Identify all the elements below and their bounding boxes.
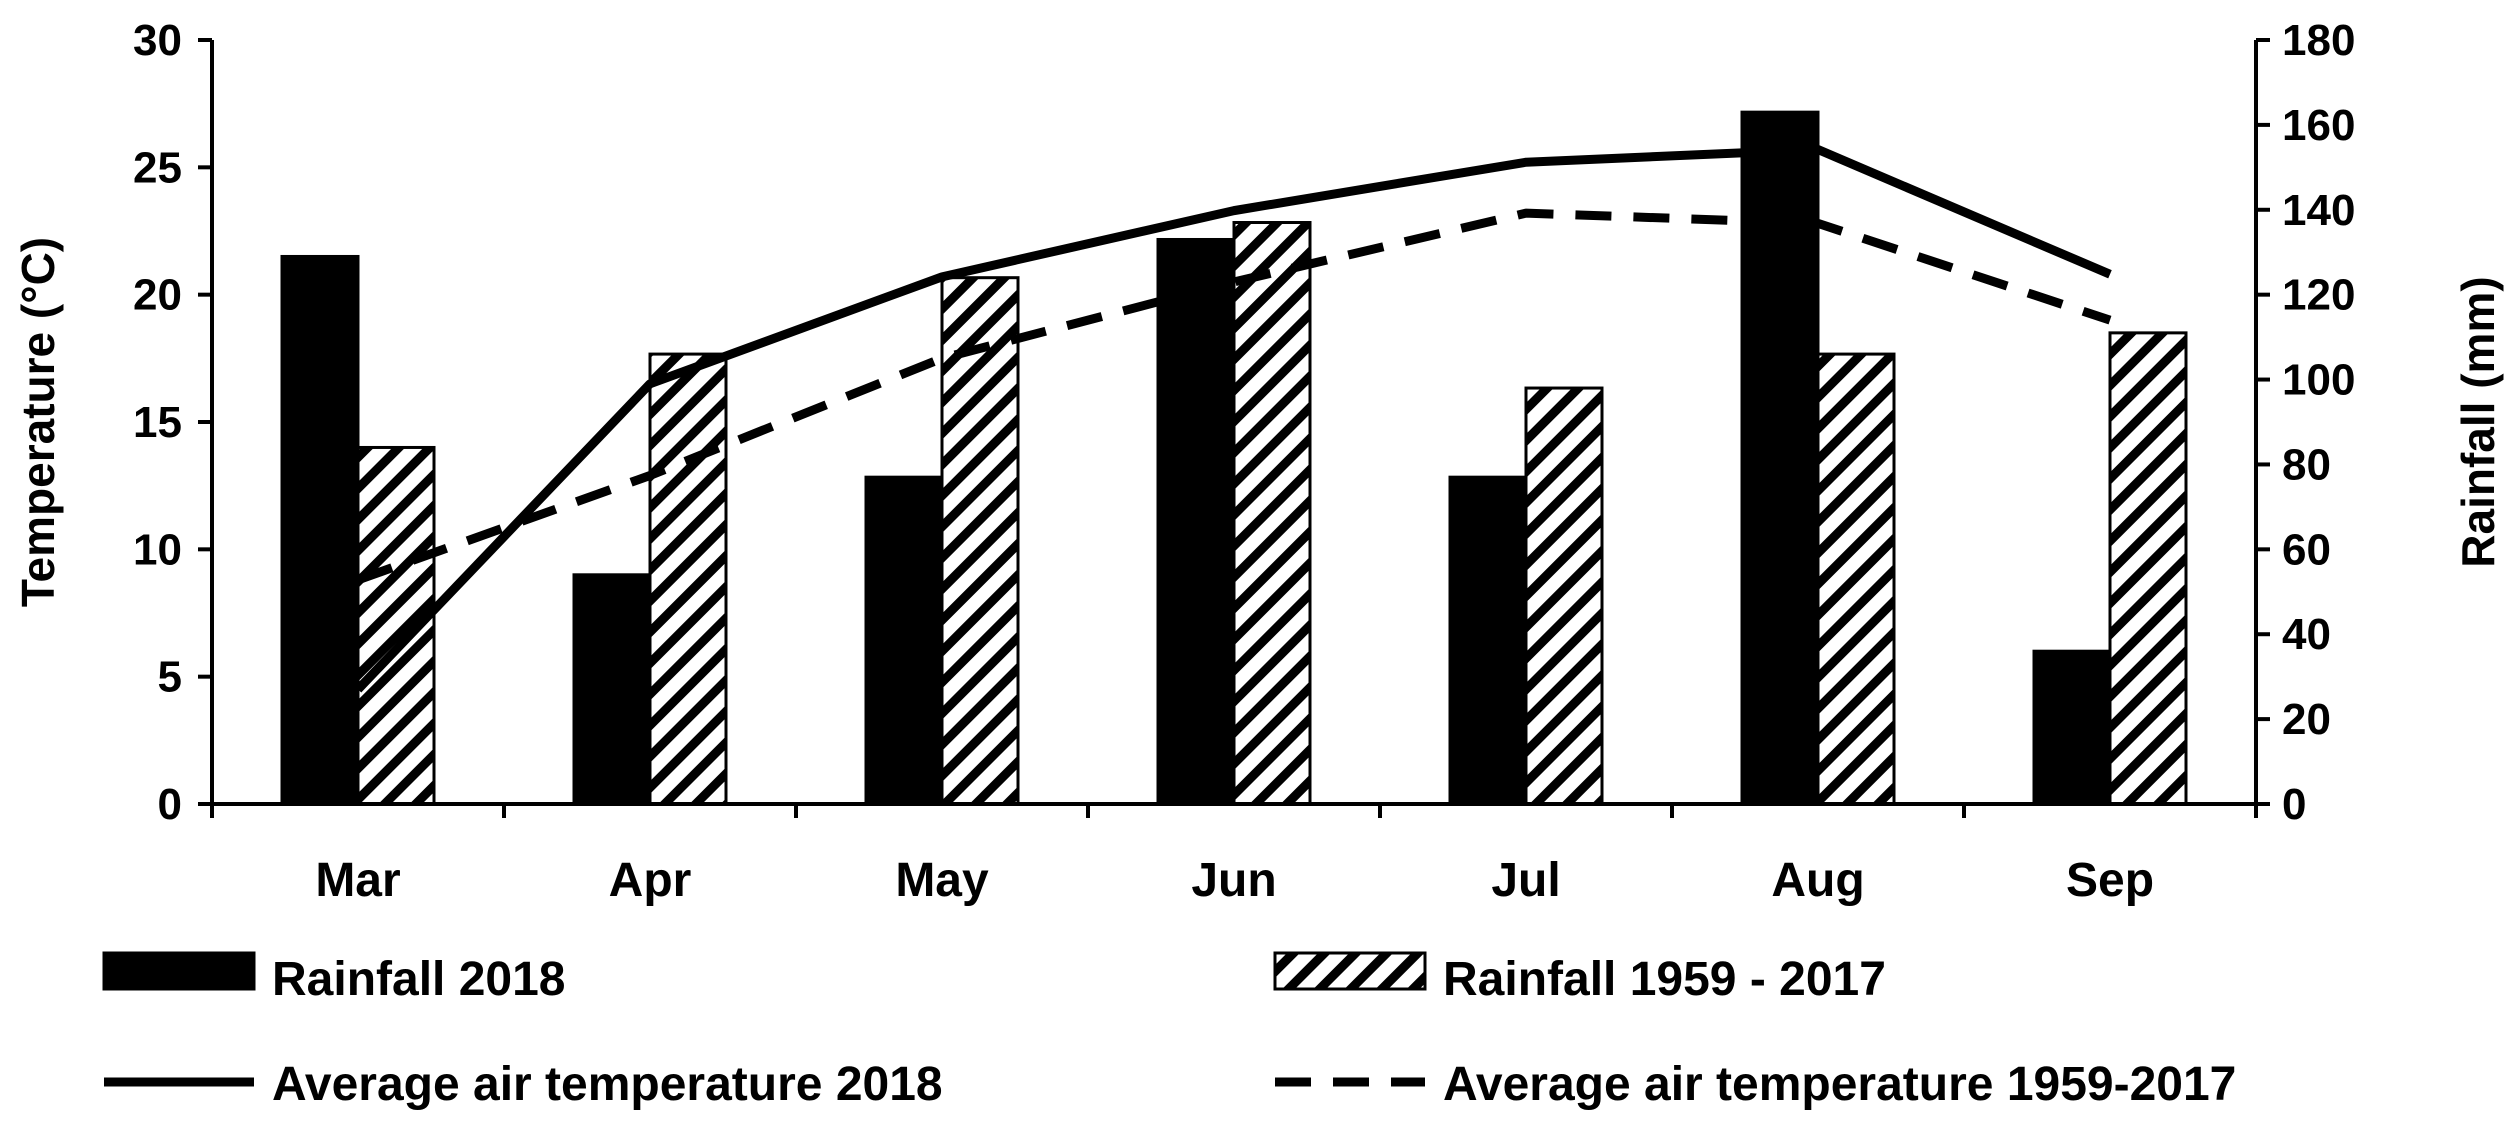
right-axis-title: Rainfall (mm) — [2452, 276, 2504, 567]
left-y-tick-label: 0 — [158, 780, 182, 829]
legend: Rainfall 2018 Rainfall 1959 - 2017 Average… — [102, 951, 2236, 1111]
x-tick-label-aug: Aug — [1771, 854, 1864, 907]
bar-rainfall-2018-jun — [1156, 237, 1236, 806]
bar-rainfall-1959-2017-aug — [1816, 352, 1896, 806]
left-y-tick-label: 20 — [133, 271, 182, 320]
bar-rainfall-1959-2017-sep — [2108, 331, 2188, 806]
right-y-tick-label: 60 — [2282, 525, 2331, 574]
x-tick-label-jul: Jul — [1491, 854, 1560, 907]
x-tick-label-apr: Apr — [609, 854, 692, 907]
right-y-tick-label: 140 — [2282, 186, 2355, 235]
right-y-tick-label: 160 — [2282, 101, 2355, 150]
bar-rainfall-1959-2017-jul — [1524, 386, 1604, 806]
left-y-tick-label: 10 — [133, 525, 182, 574]
right-y-tick-label: 180 — [2282, 16, 2355, 65]
legend-label-2: Average air temperature 2018 — [272, 1058, 943, 1111]
line-avg-temp-1959-2017 — [356, 208, 2112, 585]
bar-rainfall-1959-2017-may — [940, 276, 1020, 806]
right-y-tick-label: 80 — [2282, 440, 2331, 489]
left-y-tick-label: 25 — [133, 143, 182, 192]
x-tick-label-mar: Mar — [315, 854, 400, 907]
x-tick-label-jun: Jun — [1191, 854, 1276, 907]
plot-area: 0 5 10 15 20 25 30 0 20 40 60 80 100 120 140 160 180 Mar A… — [12, 16, 2504, 907]
left-y-tick-label: 30 — [133, 16, 182, 65]
legend-key-1 — [1273, 951, 1427, 991]
x-tick-label-sep: Sep — [2066, 854, 2154, 907]
bar-rainfall-2018-may — [864, 475, 944, 806]
bar-rainfall-1959-2017-jun — [1232, 221, 1312, 806]
left-axis-title: Temperature (°C) — [12, 237, 64, 607]
right-y-tick-label: 100 — [2282, 356, 2355, 405]
bar-rainfall-2018-jul — [1448, 475, 1528, 806]
right-y-tick-label: 120 — [2282, 271, 2355, 320]
x-tick-label-may: May — [895, 854, 989, 907]
legend-label-3: Average air temperature 1959-2017 — [1443, 1058, 2236, 1111]
legend-label-0: Rainfall 2018 — [272, 953, 565, 1006]
bar-rainfall-1959-2017-apr — [648, 352, 728, 806]
left-y-tick-label: 15 — [133, 398, 182, 447]
legend-label-1: Rainfall 1959 - 2017 — [1443, 953, 1886, 1006]
bar-rainfall-2018-aug — [1740, 110, 1820, 806]
left-y-tick-label: 5 — [158, 653, 182, 702]
bar-rainfall-2018-mar — [280, 254, 360, 806]
bar-rainfall-2018-sep — [2032, 649, 2112, 806]
right-y-tick-label: 20 — [2282, 695, 2331, 744]
line-avg-temp-2018 — [354, 145, 2112, 693]
legend-key-0 — [102, 951, 256, 991]
bar-rainfall-2018-apr — [572, 573, 652, 806]
right-y-tick-label: 40 — [2282, 610, 2331, 659]
right-y-tick-label: 0 — [2282, 780, 2306, 829]
